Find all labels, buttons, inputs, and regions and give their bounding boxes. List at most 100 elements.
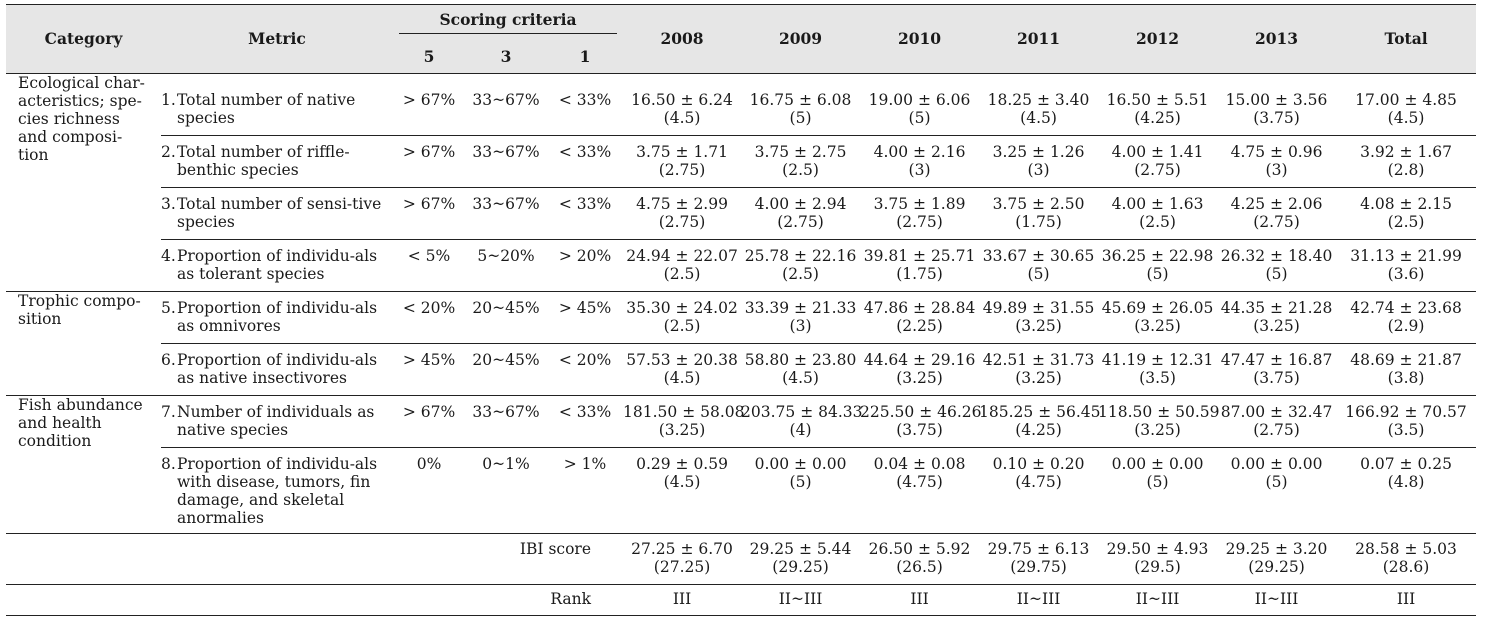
criterion-5: 0%	[393, 447, 465, 534]
criterion-3: 20~45%	[465, 291, 547, 344]
year-cell: 0.04 ± 0.08 (4.75)	[860, 447, 980, 534]
ibi-score-label: IBI score	[393, 533, 624, 585]
year-cell: 35.30 ± 24.02 (2.5)	[623, 291, 742, 344]
year-cell: 0.00 ± 0.00 (5)	[741, 447, 861, 534]
year-cell: 58.80 ± 23.80 (4.5)	[741, 343, 861, 396]
header-year-2009: 2009	[741, 4, 861, 74]
criterion-1: < 33%	[547, 135, 624, 188]
year-cell: 33.39 ± 21.33 (3)	[741, 291, 861, 344]
rank-cell: II~III	[1098, 584, 1218, 616]
year-cell: 185.25 ± 56.45 (4.25)	[979, 395, 1100, 448]
total-cell: 42.74 ± 23.68 (2.9)	[1336, 291, 1477, 344]
year-cell: 181.50 ± 58.08 (3.25)	[623, 395, 744, 448]
metric-label: 2. Total number of riffle-benthic species	[161, 135, 393, 188]
criterion-5: > 67%	[393, 187, 465, 240]
year-cell: 118.50 ± 50.59 (3.25)	[1098, 395, 1219, 448]
year-cell: 19.00 ± 6.06 (5)	[868, 91, 971, 127]
criterion-3: 33~67%	[472, 91, 540, 109]
metric-row: Trophic compo-sition 5. Proportion of indi…	[6, 291, 1477, 396]
criterion-1: < 20%	[547, 343, 624, 396]
criterion-3: 33~67%	[465, 187, 547, 240]
year-cell: 203.75 ± 84.33 (4)	[741, 395, 862, 448]
metric-label: 4. Proportion of individu-als as tolerant…	[161, 239, 393, 292]
rank-cell: II~III	[741, 584, 861, 616]
year-cell: 24.94 ± 22.07 (2.5)	[623, 239, 742, 292]
metrics-body: Ecological char-acteristics; spe-cies ri…	[6, 74, 1477, 534]
year-cell: 18.25 ± 3.40 (4.5)	[987, 91, 1090, 127]
total-cell: 4.08 ± 2.15 (2.5)	[1336, 187, 1477, 240]
total-cell: 0.07 ± 0.25 (4.8)	[1336, 447, 1477, 534]
year-cell: 39.81 ± 25.71 (1.75)	[860, 239, 980, 292]
rank-cell-total: III	[1336, 584, 1477, 616]
metric-row: 2. Total number of riffle-benthic species…	[6, 135, 1477, 188]
year-cell: 41.19 ± 12.31 (3.5)	[1098, 343, 1218, 396]
metric-label: 5. Proportion of individu-als as omnivore…	[161, 291, 393, 344]
year-cell: 3.75 ± 1.89 (2.75)	[860, 187, 980, 240]
rank-cell: III	[860, 584, 980, 616]
year-cell: 47.86 ± 28.84 (2.25)	[860, 291, 980, 344]
year-cell: 42.51 ± 31.73 (3.25)	[979, 343, 1099, 396]
criterion-5: < 20%	[393, 291, 465, 344]
year-cell: 49.89 ± 31.55 (3.25)	[979, 291, 1099, 344]
header-metric: Metric	[161, 4, 393, 74]
total-cell: 17.00 ± 4.85 (4.5)	[1355, 91, 1457, 127]
header-year-2012: 2012	[1098, 4, 1218, 74]
year-cell: 225.50 ± 46.26 (3.75)	[860, 395, 981, 448]
ibi-cell: 29.25 ± 5.44 (29.25)	[741, 533, 861, 585]
criterion-3: 0~1%	[465, 447, 547, 534]
year-cell: 16.50 ± 6.24 (4.5)	[631, 91, 733, 127]
category-label: Fish abundance and health condition	[6, 395, 161, 534]
header-year-2013: 2013	[1217, 4, 1337, 74]
ibi-score-row: IBI score 27.25 ± 6.70 (27.25) 29.25 ± 5.…	[6, 533, 1477, 585]
metric-row: 4. Proportion of individu-als as tolerant…	[6, 239, 1477, 292]
year-cell: 0.00 ± 0.00 (5)	[1098, 447, 1218, 534]
total-cell: 166.92 ± 70.57 (3.5)	[1336, 395, 1477, 448]
ibi-cell-total: 28.58 ± 5.03 (28.6)	[1336, 533, 1477, 585]
header-year-2011: 2011	[979, 4, 1099, 74]
year-cell: 44.35 ± 21.28 (3.25)	[1217, 291, 1337, 344]
criterion-1: > 45%	[547, 291, 624, 344]
rank-cell: III	[623, 584, 742, 616]
ibi-cell: 27.25 ± 6.70 (27.25)	[623, 533, 742, 585]
criterion-3: 5~20%	[465, 239, 547, 292]
criterion-5: > 67%	[393, 135, 465, 188]
year-cell: 16.75 ± 6.08 (5)	[749, 91, 852, 127]
rank-label: Rank	[393, 584, 624, 616]
header-category: Category	[6, 4, 161, 74]
criterion-5: < 5%	[393, 239, 465, 292]
year-cell: 25.78 ± 22.16 (2.5)	[741, 239, 861, 292]
year-cell: 4.00 ± 1.41 (2.75)	[1098, 135, 1218, 188]
year-cell: 4.00 ± 2.94 (2.75)	[741, 187, 861, 240]
year-cell: 0.10 ± 0.20 (4.75)	[979, 447, 1099, 534]
criterion-1: < 33%	[547, 187, 624, 240]
ibi-cell: 29.75 ± 6.13 (29.75)	[979, 533, 1099, 585]
total-cell: 31.13 ± 21.99 (3.6)	[1336, 239, 1477, 292]
year-cell: 3.75 ± 2.50 (1.75)	[979, 187, 1099, 240]
rank-row: Rank III II~III III II~III II~III II~III…	[6, 584, 1477, 616]
total-cell: 3.92 ± 1.67 (2.8)	[1336, 135, 1477, 188]
metric-row: Ecological char-acteristics; spe-cies ri…	[6, 74, 1476, 164]
year-cell: 16.50 ± 5.51 (4.25)	[1106, 91, 1209, 127]
metric-label: 7. Number of individuals as native specie…	[161, 395, 393, 448]
year-cell: 3.75 ± 1.71 (2.75)	[623, 135, 742, 188]
header-score-3: 3	[465, 41, 547, 74]
metric-label: 8. Proportion of individu-als with diseas…	[161, 447, 393, 534]
rank-cell: II~III	[979, 584, 1099, 616]
year-cell: 4.00 ± 2.16 (3)	[860, 135, 980, 188]
metric-row: Fish abundance and health condition 7. Num…	[6, 395, 1477, 534]
ibi-cell: 26.50 ± 5.92 (26.5)	[860, 533, 980, 585]
criterion-5: > 67%	[402, 91, 456, 109]
ibi-cell: 29.25 ± 3.20 (29.25)	[1217, 533, 1337, 585]
metric-label: 6. Proportion of individu-als as native i…	[161, 343, 393, 396]
year-cell: 3.75 ± 2.75 (2.5)	[741, 135, 861, 188]
header-year-2008: 2008	[623, 4, 742, 74]
header-year-2010: 2010	[860, 4, 980, 74]
metric-row: 8. Proportion of individu-als with diseas…	[6, 447, 1477, 534]
year-cell: 45.69 ± 26.05 (3.25)	[1098, 291, 1218, 344]
criterion-1: < 33%	[558, 91, 612, 109]
category-label: Trophic compo-sition	[6, 291, 161, 396]
header-score-5: 5	[393, 41, 465, 74]
header-total: Total	[1336, 4, 1477, 74]
year-cell: 3.25 ± 1.26 (3)	[979, 135, 1099, 188]
year-cell: 4.25 ± 2.06 (2.75)	[1217, 187, 1337, 240]
